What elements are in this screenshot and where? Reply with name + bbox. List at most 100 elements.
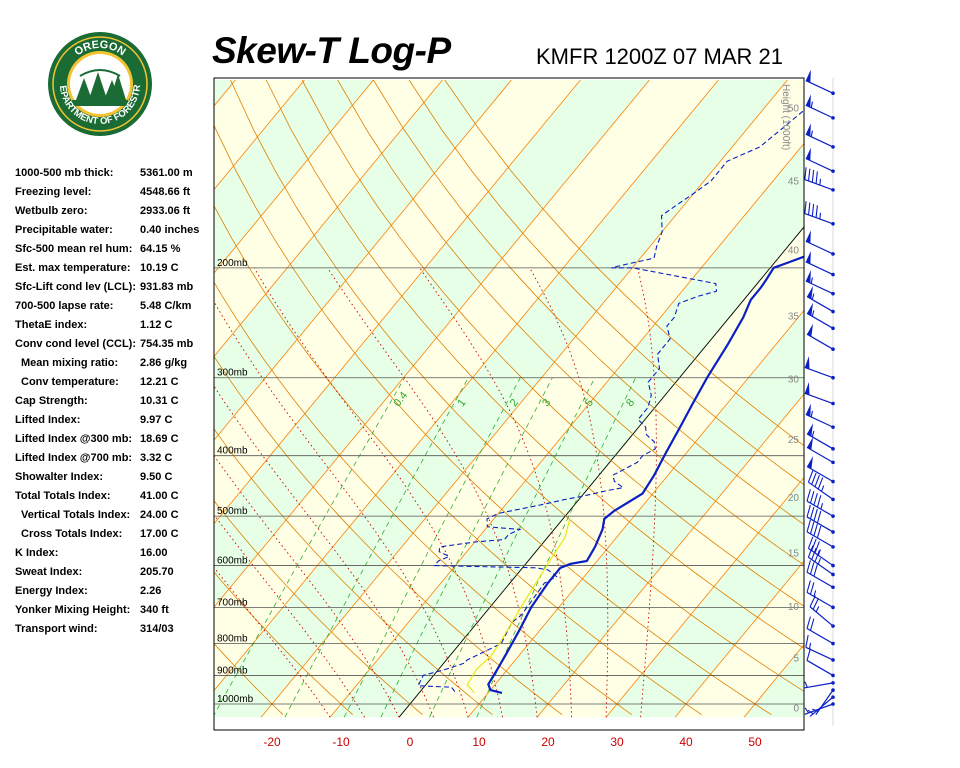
index-value: 0.40 inches <box>140 224 200 236</box>
index-value: 9.97 C <box>140 414 173 426</box>
isotherm-line <box>214 79 650 608</box>
wind-barb <box>805 230 835 256</box>
index-label: Lifted Index @700 mb: <box>15 452 133 464</box>
index-value: 18.69 C <box>140 433 179 445</box>
index-row: Mean mixing ratio: 2.86 g/kg <box>15 357 215 376</box>
isotherm-line <box>260 79 788 718</box>
temperature-trace <box>487 255 804 694</box>
isotherm-line <box>214 79 719 692</box>
dry-adiabat <box>214 355 563 715</box>
dry-adiabat <box>214 571 353 715</box>
pressure-label: 300mb <box>217 368 248 379</box>
index-row: Showalter Index: 9.50 C <box>15 471 215 490</box>
index-row: 1000-500 mb thick: 5361.00 m <box>15 167 215 186</box>
isotherm-line <box>813 80 960 717</box>
index-row: 700-500 lapse rate: 5.48 C/km <box>15 300 215 319</box>
chart-title: Skew-T Log-P <box>212 30 451 71</box>
isotherm-line <box>214 79 236 107</box>
index-value: 931.83 mb <box>140 281 194 293</box>
height-tick-label: 35 <box>788 311 800 322</box>
pressure-label: 200mb <box>217 258 248 269</box>
index-label: ThetaE index: <box>15 319 88 331</box>
index-label: Wetbulb zero: <box>15 205 88 217</box>
pressure-label: 600mb <box>217 556 248 567</box>
index-label: Conv cond level (CCL): <box>15 338 137 350</box>
index-value: 314/03 <box>140 623 174 635</box>
moist-adiabat <box>214 300 469 718</box>
isotherm-line <box>536 393 804 718</box>
index-row: Conv cond level (CCL): 754.35 mb <box>15 338 215 357</box>
parcel-trace <box>466 518 571 694</box>
x-tick-label: -10 <box>332 735 350 749</box>
dry-adiabat <box>444 79 804 447</box>
wind-barb <box>805 69 835 96</box>
isotherm-band <box>214 80 788 718</box>
index-value: 64.15 % <box>140 243 181 255</box>
index-row: Lifted Index @700 mb: 3.32 C <box>15 452 215 471</box>
wind-barb <box>806 323 835 351</box>
dry-adiabat <box>214 124 772 715</box>
wind-barb <box>806 648 835 678</box>
dry-adiabat <box>214 500 423 715</box>
wind-barb <box>805 270 835 296</box>
dry-adiabat <box>214 204 702 715</box>
pressure-label: 800mb <box>217 634 248 645</box>
zero-isotherm <box>398 226 804 718</box>
index-row: Cap Strength: 10.31 C <box>15 395 215 414</box>
dry-adiabat <box>373 79 804 526</box>
index-label: K Index: <box>15 547 59 559</box>
index-value: 3.32 C <box>140 452 173 464</box>
isotherm-band <box>813 80 960 717</box>
index-label: Lifted Index: <box>15 414 81 426</box>
index-row: Est. max temperature: 10.19 C <box>15 262 215 281</box>
oregon-forestry-logo: OREGON DEPARTMENT OF FORESTRY <box>46 30 152 136</box>
wind-barb <box>806 436 835 465</box>
height-tick-label: 40 <box>788 245 800 256</box>
wind-barb <box>806 519 835 549</box>
index-value: 10.31 C <box>140 395 179 407</box>
index-label: Precipitable water: <box>15 224 113 236</box>
wind-barb <box>804 167 835 192</box>
wind-barb <box>812 688 835 716</box>
wind-barb <box>804 382 835 406</box>
dry-adiabat <box>408 79 804 486</box>
index-value: 41.00 C <box>140 490 179 502</box>
isotherm-band <box>214 80 236 106</box>
isotherm-line <box>214 79 374 274</box>
index-label: Energy Index: <box>15 585 88 597</box>
wind-barb <box>806 302 835 331</box>
index-value: 2.86 g/kg <box>140 357 188 369</box>
dry-adiabat <box>214 281 633 715</box>
wind-barb <box>805 635 835 662</box>
wind-barb <box>805 250 835 277</box>
stability-indices-list: 1000-500 mb thick: 5361.00 m Freezing leve… <box>15 167 215 642</box>
wind-barb <box>806 616 835 646</box>
plot-frame <box>213 77 805 731</box>
index-label: Vertical Totals Index: <box>21 509 131 521</box>
x-tick-label: 20 <box>541 735 555 749</box>
wind-barb <box>807 536 835 568</box>
index-label: Transport wind: <box>15 623 98 635</box>
index-label: Conv temperature: <box>21 376 119 388</box>
moist-adiabat <box>637 267 657 718</box>
isotherm-line <box>214 79 512 441</box>
logo-text-top: OREGON <box>72 39 127 59</box>
mixing-ratio-line <box>380 377 553 718</box>
isotherm-line <box>214 79 305 191</box>
wind-barb <box>809 595 835 628</box>
wind-barb <box>806 504 835 534</box>
moist-adiabat <box>529 267 609 718</box>
pressure-label: 400mb <box>217 446 248 457</box>
isotherm-line <box>0 80 166 717</box>
wind-barb <box>803 681 835 689</box>
pressure-label: 900mb <box>217 665 248 676</box>
wind-barb <box>806 560 835 590</box>
index-row: Transport wind: 314/03 <box>15 623 215 642</box>
index-value: 17.00 C <box>140 528 179 540</box>
index-value: 340 ft <box>140 604 169 616</box>
index-value: 10.19 C <box>140 262 179 274</box>
wind-barb <box>806 580 835 610</box>
index-label: 1000-500 mb thick: <box>15 167 114 179</box>
index-value: 205.70 <box>140 566 174 578</box>
mixing-ratio-line <box>214 377 405 716</box>
